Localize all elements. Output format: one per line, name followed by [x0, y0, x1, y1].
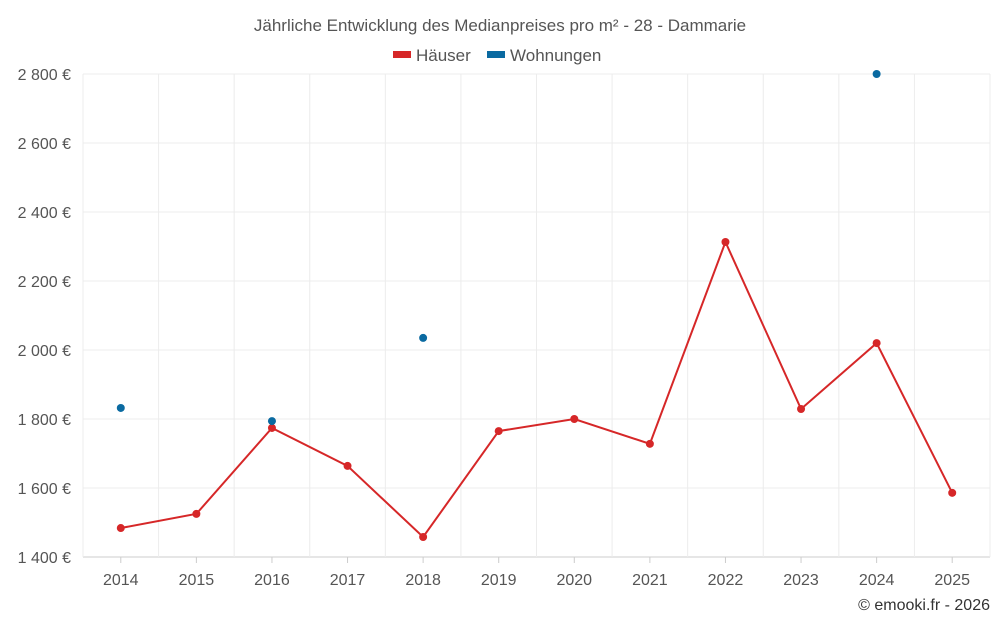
legend: Häuser Wohnungen: [393, 46, 601, 65]
data-point: [570, 415, 579, 423]
data-point: [192, 509, 201, 518]
x-tick-label: 2024: [859, 572, 895, 589]
data-point: [267, 423, 276, 432]
x-tick-label: 2022: [708, 572, 744, 589]
x-tick-label: 2019: [481, 572, 517, 589]
y-tick-label: 1 800 €: [18, 412, 71, 429]
x-tick-label: 2017: [330, 572, 366, 589]
legend-swatch-haeuser: [393, 51, 411, 58]
data-point: [116, 524, 125, 533]
data-point: [872, 339, 881, 348]
y-tick-label: 1 400 €: [18, 550, 71, 567]
data-point: [419, 333, 428, 342]
y-tick-label: 2 200 €: [18, 274, 71, 291]
legend-swatch-wohnungen: [487, 51, 505, 58]
data-point: [116, 403, 125, 412]
x-tick-label: 2016: [254, 572, 290, 589]
x-axis: 2014 2015 2016 2017 2018 2019 2020 2021 2022 2023…: [103, 557, 970, 589]
data-point: [494, 427, 503, 436]
legend-label-haeuser[interactable]: Häuser: [416, 46, 471, 65]
x-tick-label: 2018: [405, 572, 441, 589]
y-tick-label: 2 400 €: [18, 205, 71, 222]
chart-title: Jährliche Entwicklung des Medianpreises …: [254, 16, 746, 35]
legend-label-wohnungen[interactable]: Wohnungen: [510, 46, 601, 65]
credit[interactable]: © emooki.fr - 2026: [858, 597, 990, 614]
y-axis: 1 400 € 1 600 € 1 800 € 2 000 € 2 200 € 2 400…: [18, 67, 71, 567]
data-point: [948, 488, 957, 497]
data-point: [797, 404, 806, 413]
series: [116, 70, 957, 541]
y-tick-label: 2 800 €: [18, 67, 71, 84]
data-point: [872, 70, 881, 78]
x-tick-label: 2020: [556, 572, 592, 589]
series-wohnungen: [116, 70, 881, 426]
y-tick-label: 1 600 €: [18, 481, 71, 498]
x-tick-label: 2023: [783, 572, 819, 589]
data-point: [267, 417, 276, 426]
series-haeuser: [116, 238, 957, 541]
series-line: [120, 239, 954, 539]
data-point: [721, 238, 730, 247]
x-tick-label: 2014: [103, 572, 139, 589]
x-tick-label: 2021: [632, 572, 668, 589]
data-point: [645, 439, 654, 448]
grid: [82, 73, 991, 558]
data-point: [419, 532, 428, 541]
data-point: [343, 461, 352, 470]
x-tick-label: 2015: [179, 572, 215, 589]
y-tick-label: 2 600 €: [18, 136, 71, 153]
y-tick-label: 2 000 €: [18, 343, 71, 360]
x-tick-label: 2025: [934, 572, 970, 589]
